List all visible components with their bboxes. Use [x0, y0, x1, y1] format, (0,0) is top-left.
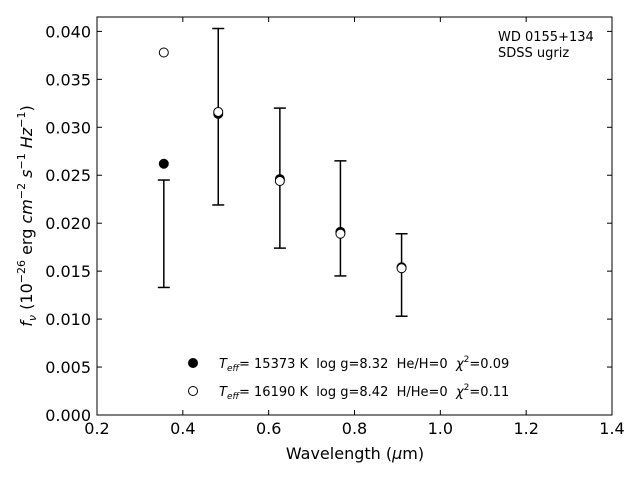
model-point-open	[396, 263, 407, 274]
x-tick-label: 1.0	[428, 419, 453, 438]
x-tick-label: 0.6	[256, 419, 281, 438]
model-point-open	[213, 106, 224, 117]
legend-marker-filled	[188, 358, 198, 368]
x-tick-label: 0.4	[170, 419, 195, 438]
axis-ticks: 0.2 0.4 0.6 0.8 1.0 1.2 1.4 0.000 0.005 0.010 0.01…	[45, 17, 625, 438]
x-tick-label: 1.2	[513, 419, 538, 438]
y-tick-label: 0.035	[45, 70, 91, 89]
data-points	[158, 47, 407, 274]
model-point-open	[274, 175, 285, 186]
model-point-filled	[158, 158, 169, 169]
y-tick-label: 0.025	[45, 166, 91, 185]
annotation-line-1: WD 0155+134	[498, 30, 594, 45]
legend: Teff= 15373 K log g=8.32 He/H=0 χ2=0.09 …	[188, 355, 509, 402]
legend-entry-2: Teff= 16190 K log g=8.42 H/He=0 χ2=0.11	[219, 383, 509, 402]
y-tick-label: 0.020	[45, 214, 91, 233]
legend-marker-open	[188, 386, 198, 396]
x-tick-label: 1.4	[599, 419, 624, 438]
y-tick-label: 0.030	[45, 118, 91, 137]
legend-entry-1: Teff= 15373 K log g=8.32 He/H=0 χ2=0.09	[219, 355, 509, 374]
y-tick-label: 0.040	[45, 22, 91, 41]
x-tick-label: 0.2	[84, 419, 109, 438]
y-axis-label: fν (10−26 erg cm−2 s−1 Hz−1)	[15, 105, 39, 326]
x-tick-label: 0.8	[342, 419, 367, 438]
model-point-open	[335, 228, 346, 239]
y-tick-label: 0.000	[45, 406, 91, 425]
x-axis-label: Wavelength (μm)	[286, 444, 424, 463]
y-tick-label: 0.005	[45, 358, 91, 377]
y-tick-label: 0.015	[45, 262, 91, 281]
annotation-line-2: SDSS ugriz	[498, 46, 569, 61]
model-point-open	[158, 47, 169, 58]
y-tick-label: 0.010	[45, 310, 91, 329]
